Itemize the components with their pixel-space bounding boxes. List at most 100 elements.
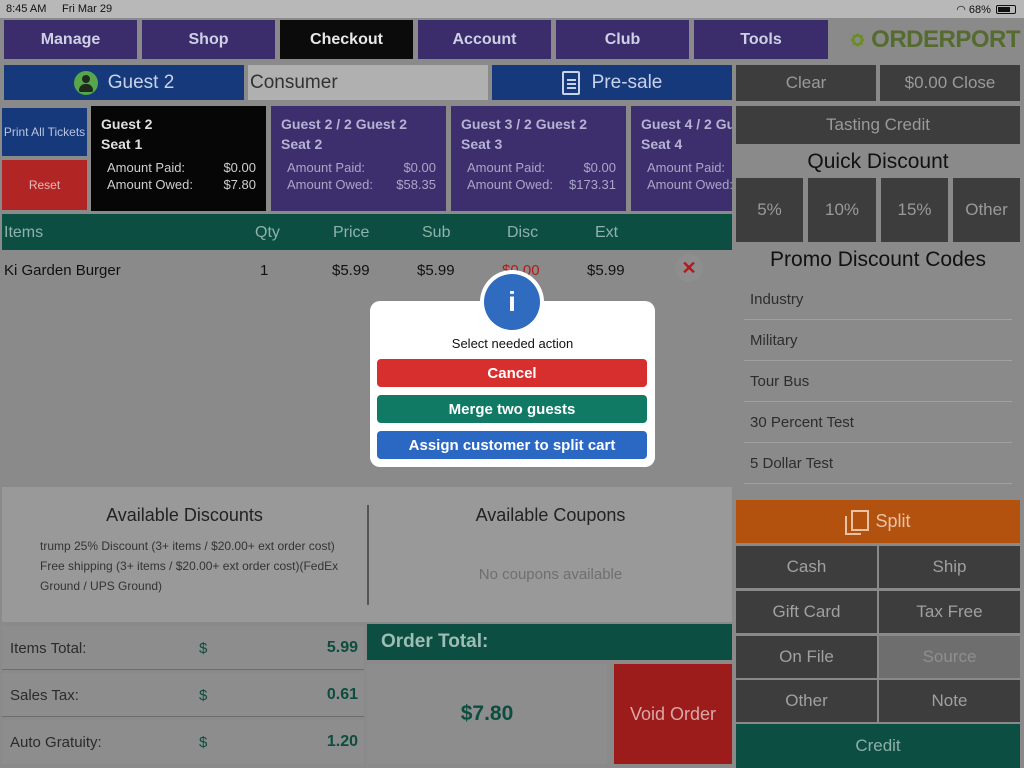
nav-checkout[interactable]: Checkout — [280, 20, 413, 59]
dialog-cancel-button[interactable]: Cancel — [377, 359, 647, 387]
presale-label: Pre-sale — [591, 71, 663, 93]
print-all-tickets-button[interactable]: Print All Tickets — [2, 108, 87, 156]
source-button[interactable]: Source — [879, 636, 1020, 678]
nav-shop[interactable]: Shop — [142, 20, 275, 59]
guest-card-seat: Seat 1 — [101, 136, 143, 152]
info-badge: i — [480, 270, 544, 334]
row-sub: $5.99 — [417, 262, 455, 279]
discount-line[interactable]: Ground / UPS Ground) — [40, 579, 163, 593]
presale-button[interactable]: Pre-sale — [492, 65, 732, 100]
promo-item-military[interactable]: Military — [744, 320, 1012, 361]
quick-discount-15[interactable]: 15% — [881, 178, 948, 242]
amount-paid-label: Amount Paid: — [647, 160, 726, 175]
split-label: Split — [875, 511, 911, 531]
row-price: $5.99 — [332, 262, 370, 279]
currency-symbol: $ — [199, 734, 208, 751]
discount-line[interactable]: Free shipping (3+ items / $20.00+ ext or… — [40, 559, 339, 573]
orderport-logo: ORDERPORT — [850, 20, 1020, 60]
status-time: 8:45 AM — [6, 3, 47, 15]
amount-owed-label: Amount Owed: — [287, 177, 373, 192]
credit-button[interactable]: Credit — [736, 724, 1020, 768]
remove-item-icon[interactable]: ✕ — [675, 254, 703, 282]
quick-discount-other[interactable]: Other — [953, 178, 1020, 242]
nav-account[interactable]: Account — [418, 20, 551, 59]
guest-selector-button[interactable]: Guest 2 — [4, 65, 244, 100]
quick-discount-5[interactable]: 5% — [736, 178, 803, 242]
guest-card[interactable]: Guest 2 / 2 Guest 2 Seat 2 Amount Paid: $… — [271, 106, 446, 211]
currency-symbol: $ — [199, 640, 208, 657]
amount-owed-value: $173.31 — [569, 177, 616, 192]
guest-card[interactable]: Guest 4 / 2 Guest 2 Seat 4 Amount Paid: … — [631, 106, 732, 211]
logo-text: ORDERPORT — [871, 26, 1020, 53]
promo-codes-title: Promo Discount Codes — [770, 248, 986, 271]
quick-discount-title: Quick Discount — [807, 150, 949, 173]
gift-card-button[interactable]: Gift Card — [736, 591, 877, 633]
assign-customer-button[interactable]: Assign customer to split cart — [377, 431, 647, 459]
user-avatar-icon — [73, 70, 98, 95]
guest-card-seat: Seat 4 — [641, 136, 683, 152]
nav-manage[interactable]: Manage — [4, 20, 137, 59]
sales-tax-row: Sales Tax: $ 0.61 — [2, 673, 364, 717]
discount-line[interactable]: trump 25% Discount (3+ items / $20.00+ e… — [40, 539, 335, 553]
guest-card[interactable]: Guest 3 / 2 Guest 2 Seat 3 Amount Paid: $… — [451, 106, 626, 211]
quick-discount-10[interactable]: 10% — [808, 178, 876, 242]
guest-selector-label: Guest 2 — [107, 71, 175, 93]
split-button[interactable]: Split — [736, 500, 1020, 543]
tasting-credit-button[interactable]: Tasting Credit — [736, 106, 1020, 144]
guest-card-name: Guest 2 / 2 Guest 2 — [281, 116, 408, 132]
cash-button[interactable]: Cash — [736, 546, 877, 588]
amount-owed-value: $7.80 — [223, 177, 256, 192]
header-qty: Qty — [255, 224, 280, 241]
available-discounts-list: trump 25% Discount (3+ items / $20.00+ e… — [40, 536, 360, 596]
merge-guests-button[interactable]: Merge two guests — [377, 395, 647, 423]
close-button[interactable]: $0.00 Close — [880, 65, 1020, 101]
promo-item-industry[interactable]: Industry — [744, 279, 1012, 320]
battery-icon — [996, 5, 1016, 14]
promo-item-30-percent[interactable]: 30 Percent Test — [744, 402, 1012, 443]
amount-paid-label: Amount Paid: — [287, 160, 366, 175]
ship-button[interactable]: Ship — [879, 546, 1020, 588]
status-bar: 8:45 AM Fri Mar 29 ◠ 68% — [0, 0, 1024, 18]
auto-gratuity-row: Auto Gratuity: $ 1.20 — [2, 720, 364, 764]
promo-item-tour-bus[interactable]: Tour Bus — [744, 361, 1012, 402]
customer-type-label: Consumer — [248, 65, 488, 100]
totals-value: 1.20 — [326, 733, 358, 750]
promo-item-5-dollar[interactable]: 5 Dollar Test — [744, 443, 1012, 484]
amount-paid-value: $0.00 — [403, 160, 436, 175]
amount-paid-value: $0.00 — [583, 160, 616, 175]
void-order-button[interactable]: Void Order — [614, 664, 732, 764]
guest-card[interactable]: Guest 2 Seat 1 Amount Paid: $0.00 Amount … — [91, 106, 266, 211]
amount-paid-label: Amount Paid: — [107, 160, 186, 175]
available-coupons-title: Available Coupons — [475, 505, 626, 525]
dialog-title: Select needed action — [451, 336, 574, 351]
status-date: Fri Mar 29 — [62, 3, 113, 15]
on-file-button[interactable]: On File — [736, 636, 877, 678]
table-row[interactable]: Ki Garden Burger 1 $5.99 $5.99 $0.00 $5.… — [2, 252, 732, 284]
amount-owed-label: Amount Owed: — [467, 177, 553, 192]
nav-club[interactable]: Club — [556, 20, 689, 59]
totals-label: Auto Gratuity: — [10, 734, 102, 751]
clear-button[interactable]: Clear — [736, 65, 876, 101]
copy-icon — [845, 509, 870, 535]
reset-button[interactable]: Reset — [2, 160, 87, 210]
other-payment-button[interactable]: Other — [736, 680, 877, 722]
guest-card-name: Guest 2 — [101, 116, 153, 132]
currency-symbol: $ — [199, 687, 208, 704]
note-button[interactable]: Note — [879, 680, 1020, 722]
guest-card-name: Guest 4 / 2 Guest 2 — [641, 116, 732, 132]
header-ext: Ext — [595, 224, 619, 241]
tax-free-button[interactable]: Tax Free — [879, 591, 1020, 633]
nav-tools[interactable]: Tools — [694, 20, 828, 59]
amount-paid-value: $0.00 — [223, 160, 256, 175]
available-discounts-title: Available Discounts — [106, 505, 263, 525]
amount-owed-value: $58.35 — [396, 177, 436, 192]
amount-owed-label: Amount Owed: — [107, 177, 193, 192]
totals-label: Sales Tax: — [10, 687, 79, 704]
totals-value: 5.99 — [326, 639, 358, 656]
amount-owed-label: Amount Owed: — [647, 177, 732, 192]
document-icon — [561, 70, 580, 95]
status-right: ◠ 68% — [956, 3, 1016, 16]
order-total-label: Order Total: — [367, 624, 732, 660]
header-items: Items — [4, 224, 44, 241]
items-table-header: Items Qty Price Sub Disc Ext — [2, 214, 732, 250]
